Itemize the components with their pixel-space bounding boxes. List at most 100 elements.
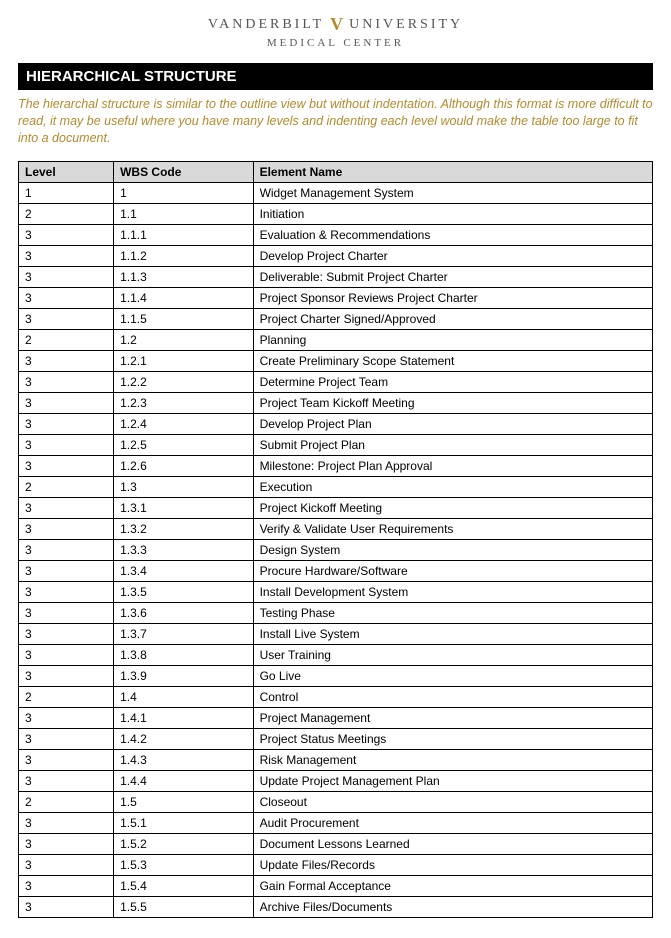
table-row: 31.1.5Project Charter Signed/Approved (19, 308, 653, 329)
cell-level: 3 (19, 854, 114, 875)
table-row: 21.3Execution (19, 476, 653, 497)
cell-name: Determine Project Team (253, 371, 652, 392)
cell-level: 3 (19, 287, 114, 308)
table-row: 31.3.5Install Development System (19, 581, 653, 602)
table-row: 31.2.4Develop Project Plan (19, 413, 653, 434)
cell-code: 1.2.1 (114, 350, 253, 371)
cell-code: 1.2.4 (114, 413, 253, 434)
cell-name: Project Status Meetings (253, 728, 652, 749)
cell-level: 3 (19, 560, 114, 581)
cell-code: 1.1.5 (114, 308, 253, 329)
cell-code: 1.1.1 (114, 224, 253, 245)
cell-code: 1 (114, 182, 253, 203)
table-row: 31.4.4Update Project Management Plan (19, 770, 653, 791)
table-row: 21.4Control (19, 686, 653, 707)
logo-top-line: VANDERBILT V UNIVERSITY (208, 14, 463, 35)
logo-subline: MEDICAL CENTER (18, 37, 653, 49)
cell-name: Project Kickoff Meeting (253, 497, 652, 518)
table-row: 31.5.5Archive Files/Documents (19, 896, 653, 917)
cell-code: 1.3.7 (114, 623, 253, 644)
cell-code: 1.5.4 (114, 875, 253, 896)
cell-name: Risk Management (253, 749, 652, 770)
cell-name: Deliverable: Submit Project Charter (253, 266, 652, 287)
cell-level: 3 (19, 539, 114, 560)
cell-code: 1.2.5 (114, 434, 253, 455)
table-row: 31.3.3Design System (19, 539, 653, 560)
cell-name: Archive Files/Documents (253, 896, 652, 917)
cell-level: 2 (19, 476, 114, 497)
cell-code: 1.3.3 (114, 539, 253, 560)
cell-level: 2 (19, 791, 114, 812)
cell-name: Verify & Validate User Requirements (253, 518, 652, 539)
cell-code: 1.4.3 (114, 749, 253, 770)
cell-code: 1.2.6 (114, 455, 253, 476)
cell-level: 3 (19, 371, 114, 392)
cell-code: 1.3.8 (114, 644, 253, 665)
col-header-level: Level (19, 161, 114, 182)
cell-name: Update Files/Records (253, 854, 652, 875)
table-row: 31.2.6Milestone: Project Plan Approval (19, 455, 653, 476)
cell-name: Control (253, 686, 652, 707)
col-header-code: WBS Code (114, 161, 253, 182)
cell-level: 3 (19, 392, 114, 413)
cell-code: 1.3 (114, 476, 253, 497)
table-body: 11Widget Management System21.1Initiation… (19, 182, 653, 917)
cell-name: Procure Hardware/Software (253, 560, 652, 581)
cell-name: Project Charter Signed/Approved (253, 308, 652, 329)
cell-code: 1.1.4 (114, 287, 253, 308)
cell-level: 3 (19, 224, 114, 245)
section-description: The hierarchal structure is similar to t… (18, 96, 653, 147)
cell-code: 1.2 (114, 329, 253, 350)
table-header-row: Level WBS Code Element Name (19, 161, 653, 182)
table-row: 31.3.2Verify & Validate User Requirement… (19, 518, 653, 539)
cell-level: 3 (19, 623, 114, 644)
cell-level: 3 (19, 665, 114, 686)
cell-name: Submit Project Plan (253, 434, 652, 455)
cell-level: 3 (19, 707, 114, 728)
table-row: 31.3.8User Training (19, 644, 653, 665)
cell-name: Project Team Kickoff Meeting (253, 392, 652, 413)
cell-level: 3 (19, 728, 114, 749)
cell-name: Testing Phase (253, 602, 652, 623)
cell-name: Project Sponsor Reviews Project Charter (253, 287, 652, 308)
cell-level: 1 (19, 182, 114, 203)
org-logo: VANDERBILT V UNIVERSITY MEDICAL CENTER (18, 14, 653, 49)
cell-code: 1.4.4 (114, 770, 253, 791)
cell-code: 1.5.3 (114, 854, 253, 875)
cell-name: Initiation (253, 203, 652, 224)
cell-code: 1.5.1 (114, 812, 253, 833)
table-row: 31.5.1Audit Procurement (19, 812, 653, 833)
col-header-name: Element Name (253, 161, 652, 182)
cell-code: 1.4.1 (114, 707, 253, 728)
cell-level: 3 (19, 875, 114, 896)
cell-level: 3 (19, 896, 114, 917)
table-row: 31.5.4Gain Formal Acceptance (19, 875, 653, 896)
logo-v-icon: V (330, 14, 343, 35)
cell-level: 3 (19, 602, 114, 623)
cell-level: 2 (19, 686, 114, 707)
table-row: 31.2.1Create Preliminary Scope Statement (19, 350, 653, 371)
table-row: 31.3.9Go Live (19, 665, 653, 686)
table-row: 21.5Closeout (19, 791, 653, 812)
cell-name: Install Live System (253, 623, 652, 644)
cell-name: Gain Formal Acceptance (253, 875, 652, 896)
cell-level: 3 (19, 833, 114, 854)
cell-code: 1.2.2 (114, 371, 253, 392)
table-row: 31.2.2Determine Project Team (19, 371, 653, 392)
section-title: HIERARCHICAL STRUCTURE (18, 63, 653, 90)
cell-name: Update Project Management Plan (253, 770, 652, 791)
cell-code: 1.1 (114, 203, 253, 224)
cell-level: 3 (19, 266, 114, 287)
cell-code: 1.3.1 (114, 497, 253, 518)
cell-name: Widget Management System (253, 182, 652, 203)
cell-code: 1.3.2 (114, 518, 253, 539)
cell-name: Develop Project Charter (253, 245, 652, 266)
cell-level: 3 (19, 749, 114, 770)
cell-code: 1.3.9 (114, 665, 253, 686)
cell-level: 3 (19, 350, 114, 371)
cell-name: Document Lessons Learned (253, 833, 652, 854)
table-row: 31.3.6Testing Phase (19, 602, 653, 623)
table-row: 31.1.4Project Sponsor Reviews Project Ch… (19, 287, 653, 308)
cell-level: 3 (19, 497, 114, 518)
cell-code: 1.3.5 (114, 581, 253, 602)
